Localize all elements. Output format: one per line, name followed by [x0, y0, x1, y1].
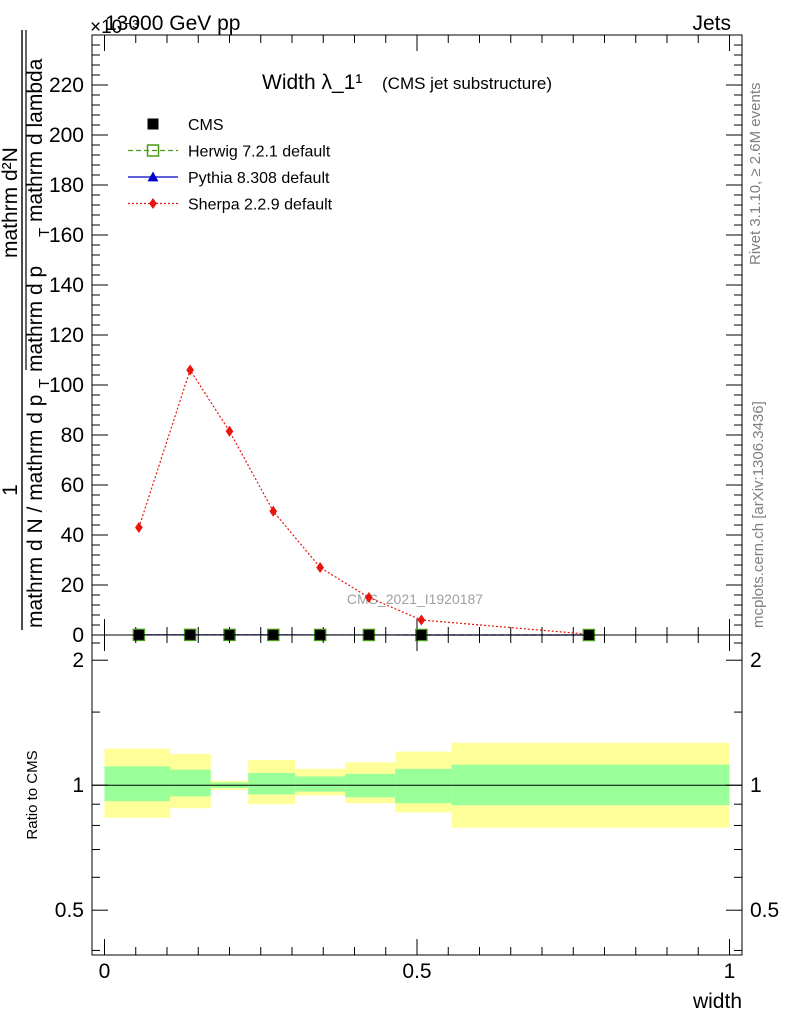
- ratio-y-tick-label-right: 0.5: [750, 899, 779, 922]
- ratio-y-tick-label-right: 1: [750, 774, 762, 797]
- ratio-bands: [92, 743, 742, 828]
- header-jets: Jets: [692, 12, 731, 35]
- main-y-ticks: 0 20 40 60 80 100 120 140 160 180 200 220: [49, 45, 742, 647]
- ratio-y-tick-label: 0.5: [55, 899, 84, 922]
- y-tick-label: 0: [72, 624, 84, 647]
- ylabel-den2b: mathrm d lambda: [24, 58, 47, 222]
- data-point: [316, 562, 324, 573]
- data-point: [135, 522, 143, 533]
- y-tick-label: 100: [49, 374, 84, 397]
- ratio-y-tick-label: 1: [72, 774, 84, 797]
- ratio-ylabel: Ratio to CMS: [24, 750, 41, 839]
- legend-label: Sherpa 2.2.9 default: [188, 197, 333, 214]
- stat-uncertainty-band: [170, 770, 211, 797]
- y-tick-label: 40: [61, 524, 84, 547]
- legend-marker: [148, 119, 159, 130]
- ylabel-den2: mathrm d p: [24, 266, 47, 372]
- y-tick-label: 180: [49, 174, 84, 197]
- ylabel-den2-sub: T: [36, 228, 53, 237]
- y-tick-label: 220: [49, 74, 84, 97]
- x-axis-label: width: [692, 990, 742, 1013]
- stat-uncertainty-band: [105, 766, 171, 801]
- ylabel-den1: mathrm d N / mathrm d p: [24, 395, 47, 628]
- stat-uncertainty-band: [395, 769, 451, 803]
- legend-marker: [149, 198, 157, 209]
- stat-uncertainty-band: [248, 773, 295, 794]
- legend-label: Herwig 7.2.1 default: [188, 144, 331, 161]
- ratio-y-tick-label: 2: [72, 649, 84, 672]
- x-tick-label: 0.5: [402, 960, 431, 983]
- rivet-label: Rivet 3.1.10, ≥ 2.6M events: [747, 83, 764, 266]
- y-tick-label: 120: [49, 324, 84, 347]
- chart-title-main: Width λ_1¹: [262, 71, 362, 94]
- ylabel-num2: mathrm d²N: [0, 147, 22, 258]
- stat-uncertainty-band: [295, 776, 345, 791]
- main-ylabel: 1 mathrm d N / mathrm d p T mathrm d²N m…: [0, 30, 53, 630]
- data-point: [418, 615, 426, 626]
- chart-subtitle: (CMS jet substructure): [382, 74, 552, 93]
- ratio-panel: 0.5 0.5 1 1 2 2 0 0.5 1 Ratio to CMS width: [24, 635, 779, 1013]
- y-tick-label: 20: [61, 574, 84, 597]
- y-tick-label: 200: [49, 124, 84, 147]
- x-tick-label: 1: [724, 960, 736, 983]
- y-tick-label: 80: [61, 424, 84, 447]
- y-tick-label: 140: [49, 274, 84, 297]
- chart-title: Width λ_1¹ (CMS jet substructure): [262, 71, 552, 94]
- ratio-y-tick-label-right: 2: [750, 649, 762, 672]
- legend: CMS Herwig 7.2.1 default Pythia 8.308 defa…: [128, 117, 333, 214]
- data-point: [186, 365, 194, 376]
- legend-label: CMS: [188, 117, 224, 134]
- mcplots-label: mcplots.cern.ch [arXiv:1306.3436]: [750, 401, 767, 628]
- y-tick-label: 60: [61, 474, 84, 497]
- y-tick-label: 160: [49, 224, 84, 247]
- ylabel-den1-sub: T: [36, 379, 53, 388]
- ylabel-one: 1: [0, 484, 22, 496]
- x-tick-label: 0: [99, 960, 111, 983]
- legend-label: Pythia 8.308 default: [188, 170, 330, 187]
